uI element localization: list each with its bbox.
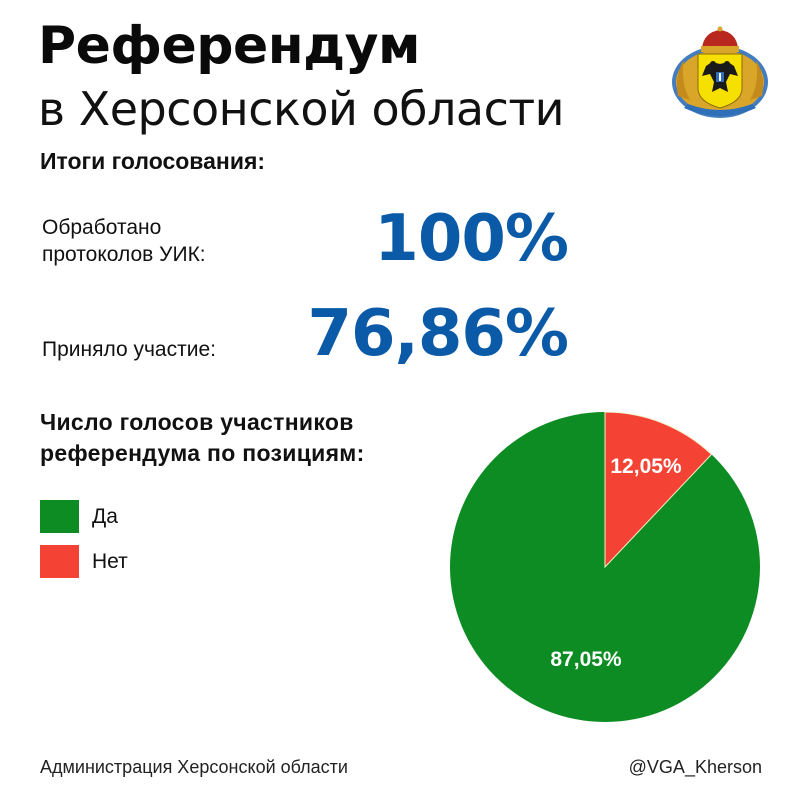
footer-handle: @VGA_Kherson bbox=[628, 757, 762, 777]
turnout-label: Приняло участие: bbox=[42, 338, 216, 361]
pie-label-no: 12,05% bbox=[610, 455, 682, 478]
processed-value: 100% bbox=[374, 202, 569, 276]
page-subtitle: в Херсонской области bbox=[38, 82, 565, 136]
footer-organization: Администрация Херсонской области bbox=[40, 757, 348, 777]
legend-label-yes: Да bbox=[92, 504, 118, 528]
pie-slice-no bbox=[604, 412, 713, 569]
processed-label: Обработано протоколов УИК: bbox=[42, 214, 206, 268]
processed-label-line2: протоколов УИК: bbox=[42, 243, 206, 266]
legend-swatch-yes bbox=[40, 500, 79, 533]
coat-of-arms-icon bbox=[672, 26, 768, 118]
pie-chart: 12,05% 87,05% bbox=[450, 412, 760, 722]
pie-label-yes: 87,05% bbox=[550, 648, 622, 671]
results-heading: Итоги голосования: bbox=[40, 148, 266, 174]
legend-item-no: Нет bbox=[40, 545, 128, 578]
chart-heading-line2: референдума по позициям: bbox=[40, 440, 365, 466]
chart-heading-line1: Число голосов участников bbox=[40, 409, 354, 435]
legend-label-no: Нет bbox=[92, 549, 128, 573]
turnout-value: 76,86% bbox=[307, 297, 569, 371]
processed-label-line1: Обработано bbox=[42, 216, 162, 239]
chart-heading: Число голосов участников референдума по … bbox=[40, 407, 365, 469]
legend-item-yes: Да bbox=[40, 500, 118, 533]
legend-swatch-no bbox=[40, 545, 79, 578]
page-title: Референдум bbox=[38, 16, 421, 76]
